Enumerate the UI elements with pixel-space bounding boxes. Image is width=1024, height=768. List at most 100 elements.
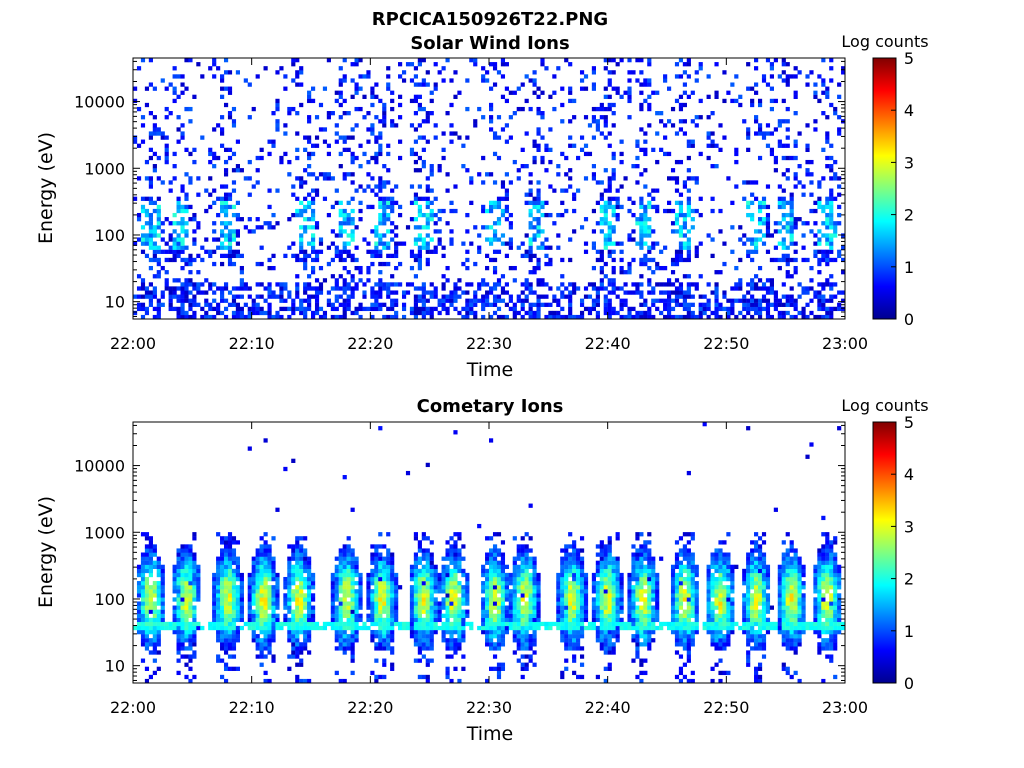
- spectrogram-cell: [386, 290, 391, 295]
- spectrogram-cell: [500, 212, 506, 218]
- spectrogram-cell: [227, 196, 233, 201]
- spectrogram-cell: [283, 601, 288, 606]
- spectrogram-cell: [223, 576, 229, 582]
- spectrogram-cell: [307, 94, 312, 99]
- spectrogram-cell: [156, 310, 161, 316]
- spectrogram-cell: [441, 298, 446, 303]
- spectrogram-cell: [156, 634, 161, 639]
- spectrogram-cell: [591, 70, 596, 75]
- spectrogram-cell: [220, 560, 225, 565]
- spectrogram-cell: [769, 66, 774, 71]
- spectrogram-cell: [825, 257, 830, 263]
- spectrogram-cell: [322, 172, 328, 177]
- spectrogram-cell: [314, 135, 320, 140]
- spectrogram-cell: [718, 270, 723, 275]
- spectrogram-cell: [485, 556, 490, 561]
- spectrogram-cell: [172, 253, 177, 259]
- spectrogram-cell: [785, 212, 790, 218]
- spectrogram-cell: [176, 74, 181, 79]
- spectrogram-cell: [413, 196, 418, 201]
- spectrogram-cell: [231, 180, 237, 185]
- spectrogram-cell: [354, 286, 359, 291]
- spectrogram-cell: [682, 257, 687, 263]
- spectrogram-cell: [196, 176, 201, 181]
- spectrogram-cell: [342, 556, 347, 561]
- spectrogram-cell: [212, 58, 217, 63]
- spectrogram-cell: [354, 265, 359, 271]
- spectrogram-cell: [188, 593, 193, 598]
- spectrogram-cell: [259, 556, 264, 561]
- spectrogram-cell: [263, 548, 268, 553]
- spectrogram-cell: [307, 585, 312, 590]
- spectrogram-cell: [136, 601, 142, 606]
- spectrogram-cell: [413, 629, 418, 635]
- spectrogram-cell: [528, 621, 533, 627]
- spectrogram-cell: [172, 576, 177, 582]
- spectrogram-cell: [496, 564, 502, 570]
- spectrogram-cell: [639, 221, 644, 226]
- spectrogram-cell: [556, 302, 561, 307]
- spectrogram-cell: [235, 568, 240, 574]
- spectrogram-cell: [251, 621, 256, 627]
- spectrogram-cell: [599, 265, 604, 271]
- spectrogram-cell: [678, 94, 684, 99]
- spectrogram-cell: [382, 589, 387, 594]
- spectrogram-cell: [540, 282, 545, 287]
- spectrogram-cell: [366, 593, 371, 598]
- spectrogram-cell: [663, 306, 668, 312]
- spectrogram-cell: [303, 625, 308, 631]
- spectrogram-cell: [821, 78, 826, 83]
- spectrogram-cell: [481, 302, 486, 307]
- spectrogram-cell: [651, 298, 656, 303]
- spectrogram-cell: [785, 257, 790, 263]
- spectrogram-cell: [255, 302, 260, 307]
- spectrogram-cell: [781, 310, 786, 316]
- spectrogram-cell: [504, 572, 509, 578]
- spectrogram-cell: [603, 212, 608, 218]
- spectrogram-cell: [785, 225, 790, 230]
- spectrogram-cell: [465, 290, 470, 295]
- spectrogram-cell: [394, 123, 399, 128]
- spectrogram-cell: [647, 62, 652, 67]
- spectrogram-cell: [500, 634, 506, 639]
- spectrogram-cell: [769, 314, 774, 320]
- spectrogram-cell: [311, 257, 316, 263]
- spectrogram-cell: [144, 86, 150, 91]
- spectrogram-cell: [445, 306, 450, 312]
- spectrogram-cell: [144, 560, 150, 565]
- spectrogram-cell: [441, 286, 446, 291]
- spectrogram-cell: [180, 576, 185, 582]
- spectrogram-cell: [457, 646, 462, 651]
- spectrogram-cell: [544, 261, 549, 267]
- spectrogram-cell: [374, 552, 379, 557]
- spectrogram-cell: [212, 261, 217, 267]
- spectrogram-cell: [386, 556, 391, 561]
- spectrogram-cell: [528, 638, 533, 643]
- spectrogram-cell: [504, 593, 509, 598]
- spectrogram-cell: [358, 597, 363, 602]
- spectrogram-cell: [433, 286, 438, 291]
- spectrogram-cell: [572, 98, 577, 104]
- spectrogram-cell: [445, 552, 450, 557]
- spectrogram-cell: [496, 294, 502, 299]
- spectrogram-cell: [172, 66, 177, 71]
- spectrogram-cell: [235, 613, 240, 618]
- spectrogram-cell: [449, 548, 454, 553]
- spectrogram-cell: [805, 290, 810, 295]
- spectrogram-cell: [227, 646, 233, 651]
- spectrogram-cell: [378, 196, 383, 201]
- spectrogram-cell: [524, 625, 529, 631]
- spectrogram-cell: [801, 290, 806, 295]
- spectrogram-cell: [686, 155, 691, 161]
- spectrogram-cell: [184, 233, 189, 238]
- spectrogram-cell: [299, 245, 304, 250]
- spectrogram-cell: [136, 66, 142, 71]
- spectrogram-cell: [793, 94, 798, 99]
- spectrogram-cell: [445, 638, 450, 643]
- spectrogram-cell: [362, 151, 367, 157]
- spectrogram-cell: [757, 298, 763, 303]
- spectrogram-cell: [220, 286, 225, 291]
- spectrogram-cell: [180, 548, 185, 553]
- spectrogram-cell: [485, 678, 490, 684]
- spectrogram-cell: [275, 70, 280, 75]
